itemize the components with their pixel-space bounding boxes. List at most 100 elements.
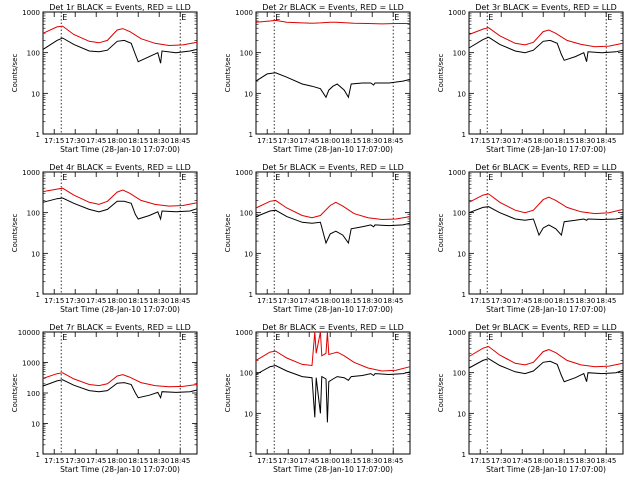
y-axis-label: Counts/sec	[437, 54, 445, 93]
y-axis-label: Counts/sec	[11, 214, 19, 253]
events-series-line	[255, 72, 411, 99]
y-tick-label: 1	[462, 291, 466, 299]
x-axis-label: Start Time (28-Jan-10 17:07:00)	[486, 145, 606, 154]
x-tick-label: 18:00	[107, 297, 127, 305]
lld-series-line	[468, 193, 624, 215]
y-tick-label: 1	[462, 451, 466, 459]
x-tick-label: 18:45	[596, 297, 616, 305]
x-tick-label: 18:45	[170, 137, 190, 145]
y-tick-label: 10	[244, 410, 253, 418]
events-series-line	[468, 358, 624, 383]
x-tick-label: 18:00	[320, 297, 340, 305]
plot-frame	[468, 11, 624, 135]
y-axis-label: Counts/sec	[11, 374, 19, 413]
x-tick-label: 18:30	[149, 297, 169, 305]
y-tick-label: 10	[457, 410, 466, 418]
event-marker-label: E	[394, 333, 399, 342]
x-tick-label: 18:45	[170, 457, 190, 465]
x-axis-label: Start Time (28-Jan-10 17:07:00)	[273, 465, 393, 474]
lld-series-line	[468, 345, 624, 368]
x-tick-label: 17:30	[65, 137, 85, 145]
x-tick-label: 17:30	[491, 137, 511, 145]
x-tick-label: 17:15	[257, 297, 277, 305]
event-marker-label: E	[607, 13, 612, 22]
event-marker-label: E	[607, 333, 612, 342]
chart-panel-8: Det 8r BLACK = Events, RED = LLD 1 10 100 10…	[224, 323, 411, 474]
y-tick-label: 10000	[18, 329, 40, 337]
y-tick-label: 1000	[22, 9, 40, 17]
y-tick-label: 1	[249, 451, 253, 459]
lld-series-line	[255, 199, 411, 221]
events-series-line	[255, 209, 411, 245]
x-tick-label: 17:30	[278, 457, 298, 465]
x-tick-label: 17:15	[257, 457, 277, 465]
y-tick-label: 1	[36, 451, 40, 459]
event-marker-label: E	[62, 13, 67, 22]
y-axis-label: Counts/sec	[437, 374, 445, 413]
x-tick-label: 18:00	[533, 137, 553, 145]
x-tick-label: 17:15	[470, 137, 490, 145]
event-marker-label: E	[275, 13, 280, 22]
chart-title: Det 2r BLACK = Events, RED = LLD	[262, 3, 404, 12]
events-series-line	[255, 364, 411, 423]
x-tick-label: 17:30	[491, 457, 511, 465]
chart-title: Det 5r BLACK = Events, RED = LLD	[262, 163, 404, 172]
x-axis-label: Start Time (28-Jan-10 17:07:00)	[60, 305, 180, 314]
y-tick-label: 1000	[448, 329, 466, 337]
x-tick-label: 18:45	[596, 137, 616, 145]
x-tick-label: 18:30	[575, 457, 595, 465]
chart-title: Det 8r BLACK = Events, RED = LLD	[262, 323, 404, 332]
events-series-line	[42, 37, 198, 64]
lld-series-line	[255, 19, 410, 25]
chart-panel-3: Det 3r BLACK = Events, RED = LLD 1 10 100 10…	[437, 3, 624, 154]
chart-title: Det 3r BLACK = Events, RED = LLD	[475, 3, 617, 12]
x-tick-label: 17:45	[299, 297, 319, 305]
x-tick-label: 18:15	[128, 137, 148, 145]
y-tick-label: 100	[453, 210, 466, 218]
x-axis-label: Start Time (28-Jan-10 17:07:00)	[486, 305, 606, 314]
x-tick-label: 18:00	[320, 137, 340, 145]
y-tick-label: 1000	[235, 9, 253, 17]
y-tick-label: 1	[462, 131, 466, 139]
chart-title: Det 6r BLACK = Events, RED = LLD	[475, 163, 617, 172]
plot-frame	[42, 11, 198, 135]
lld-series-line	[42, 187, 198, 207]
x-tick-label: 18:15	[341, 297, 361, 305]
y-tick-label: 1000	[448, 9, 466, 17]
event-marker-label: E	[181, 333, 186, 342]
chart-title: Det 4r BLACK = Events, RED = LLD	[49, 163, 191, 172]
x-axis-label: Start Time (28-Jan-10 17:07:00)	[273, 305, 393, 314]
x-axis-label: Start Time (28-Jan-10 17:07:00)	[60, 465, 180, 474]
x-tick-label: 17:30	[65, 297, 85, 305]
chart-title: Det 1r BLACK = Events, RED = LLD	[49, 3, 191, 12]
x-tick-label: 17:45	[512, 137, 532, 145]
y-tick-label: 100	[27, 390, 40, 398]
chart-panel-1: Det 1r BLACK = Events, RED = LLD 1 10 100 10…	[11, 3, 198, 154]
x-tick-label: 17:15	[44, 297, 64, 305]
plot-frame	[468, 171, 624, 295]
x-tick-label: 17:15	[44, 457, 64, 465]
x-tick-label: 18:15	[554, 297, 574, 305]
y-axis-label: Counts/sec	[11, 54, 19, 93]
x-tick-label: 18:30	[362, 297, 382, 305]
lld-series-line	[42, 25, 198, 47]
y-tick-label: 10	[244, 90, 253, 98]
y-tick-label: 100	[453, 370, 466, 378]
event-marker-label: E	[488, 173, 493, 182]
y-tick-label: 10	[244, 250, 253, 258]
events-series-line	[42, 379, 198, 400]
x-tick-label: 18:30	[149, 137, 169, 145]
y-axis-label: Counts/sec	[224, 214, 232, 253]
x-tick-label: 18:45	[596, 457, 616, 465]
event-marker-label: E	[62, 173, 67, 182]
x-tick-label: 18:30	[575, 137, 595, 145]
event-marker-label: E	[394, 173, 399, 182]
x-axis-label: Start Time (28-Jan-10 17:07:00)	[273, 145, 393, 154]
y-tick-label: 1	[249, 131, 253, 139]
y-tick-label: 1	[36, 131, 40, 139]
x-tick-label: 17:15	[470, 457, 490, 465]
y-tick-label: 1000	[22, 169, 40, 177]
y-tick-label: 10	[457, 90, 466, 98]
event-marker-label: E	[181, 13, 186, 22]
x-tick-label: 18:15	[341, 137, 361, 145]
